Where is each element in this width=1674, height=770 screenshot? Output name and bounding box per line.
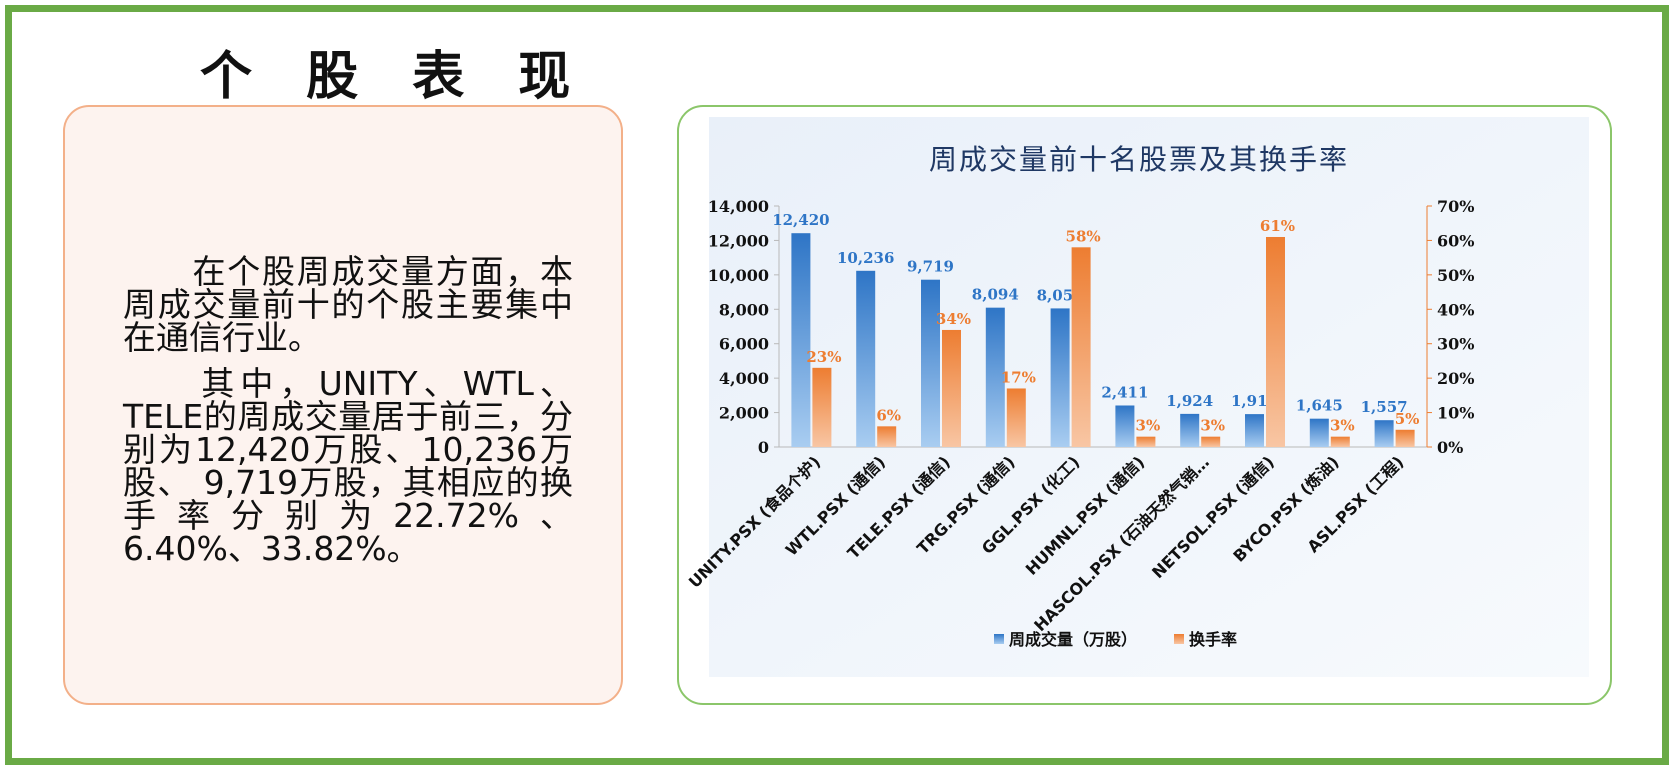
volume-bar <box>1050 308 1070 447</box>
volume-bar <box>1245 414 1264 447</box>
volume-bar <box>985 307 1005 447</box>
volume-bar <box>921 279 940 447</box>
turnover-data-label: 17% <box>1001 368 1036 386</box>
turnover-data-label: 6% <box>876 406 901 424</box>
text-panel: 在个股周成交量方面，本周成交量前十的个股主要集中在通信行业。 其中，UNITY、… <box>63 105 623 705</box>
left-tick-label: 10,000 <box>708 266 769 285</box>
volume-bar <box>1374 420 1394 447</box>
volume-bar <box>791 233 811 447</box>
legend-swatch <box>994 634 1004 644</box>
volume-data-label: 9,719 <box>907 258 954 276</box>
volume-bar <box>856 270 876 447</box>
turnover-data-label: 34% <box>936 310 971 328</box>
turnover-bar <box>1395 429 1415 447</box>
turnover-bar <box>1071 247 1091 447</box>
left-tick-label: 4,000 <box>719 369 769 388</box>
legend-label: 周成交量（万股） <box>1009 630 1137 649</box>
turnover-bar <box>877 426 897 447</box>
left-tick-label: 2,000 <box>719 404 769 423</box>
volume-data-label: 8,094 <box>972 286 1019 304</box>
turnover-bar <box>1006 388 1026 447</box>
right-tick-label: 70% <box>1437 197 1474 216</box>
left-tick-label: 0 <box>758 438 769 457</box>
turnover-data-label: 5% <box>1395 410 1420 428</box>
volume-data-label: 10,236 <box>837 249 894 267</box>
paragraph-1: 在个股周成交量方面，本周成交量前十的个股主要集中在通信行业。 <box>123 252 573 357</box>
left-tick-label: 6,000 <box>719 335 769 354</box>
paragraph-2: 其中，UNITY、WTL、TELE的周成交量居于前三，分别为12,420万股、1… <box>123 364 573 568</box>
chart-title: 周成交量前十名股票及其换手率 <box>929 143 1349 176</box>
legend-label: 换手率 <box>1189 630 1237 649</box>
volume-data-label: 1,557 <box>1361 398 1408 416</box>
left-tick-label: 12,000 <box>708 231 769 250</box>
chart-panel: 周成交量前十名股票及其换手率 0 2,000 4,000 6,000 8,000 10,0… <box>677 105 1612 705</box>
turnover-bar <box>1266 236 1285 447</box>
turnover-data-label: 3% <box>1330 417 1355 435</box>
volume-data-label: 2,411 <box>1101 383 1148 401</box>
volume-data-label: 1,924 <box>1166 392 1213 410</box>
turnover-bar <box>1136 436 1156 447</box>
volume-bar <box>1309 418 1329 447</box>
volume-data-label: 1,645 <box>1296 397 1343 415</box>
turnover-bar <box>1201 436 1221 447</box>
right-tick-label: 0% <box>1437 438 1463 457</box>
right-tick-label: 10% <box>1437 404 1474 423</box>
turnover-data-label: 58% <box>1066 227 1101 245</box>
left-tick-label: 8,000 <box>719 300 769 319</box>
right-tick-label: 30% <box>1437 335 1474 354</box>
slide-frame <box>5 5 1669 765</box>
turnover-data-label: 23% <box>806 348 841 366</box>
turnover-data-label: 3% <box>1136 417 1161 435</box>
turnover-bar <box>942 329 961 447</box>
volume-bar <box>1180 413 1200 447</box>
turnover-bar <box>812 367 832 447</box>
right-tick-label: 50% <box>1437 266 1474 285</box>
turnover-bar <box>1330 436 1350 447</box>
turnover-data-label: 3% <box>1200 417 1225 435</box>
right-tick-label: 40% <box>1437 300 1474 319</box>
page-title: 个 股 表 现 <box>200 46 589 107</box>
chart-background <box>709 117 1589 677</box>
volume-data-label: 12,420 <box>772 211 829 229</box>
chart-svg: 周成交量前十名股票及其换手率 0 2,000 4,000 6,000 8,000 10,0… <box>685 117 1589 677</box>
legend-swatch <box>1174 634 1184 644</box>
right-tick-label: 20% <box>1437 369 1474 388</box>
volume-bar <box>1115 405 1135 447</box>
turnover-data-label: 61% <box>1260 217 1295 235</box>
left-tick-label: 14,000 <box>708 197 769 216</box>
right-tick-label: 60% <box>1437 231 1474 250</box>
